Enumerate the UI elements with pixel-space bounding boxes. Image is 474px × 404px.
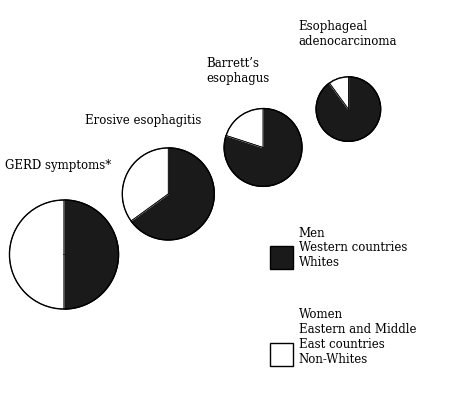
Polygon shape xyxy=(224,109,302,186)
Polygon shape xyxy=(131,148,214,240)
Text: Esophageal
adenocarcinoma: Esophageal adenocarcinoma xyxy=(299,21,397,48)
Text: Eastern and Middle
East countries
Non-Whites: Eastern and Middle East countries Non-Wh… xyxy=(299,323,416,366)
Text: Barrett’s
esophagus: Barrett’s esophagus xyxy=(206,57,269,85)
Bar xyxy=(270,343,293,366)
Bar xyxy=(270,246,293,269)
Polygon shape xyxy=(329,77,348,109)
Text: Men: Men xyxy=(299,227,325,240)
Polygon shape xyxy=(122,148,168,221)
Text: Erosive esophagitis: Erosive esophagitis xyxy=(85,114,202,127)
Text: GERD symptoms*: GERD symptoms* xyxy=(5,159,111,172)
Polygon shape xyxy=(9,200,64,309)
Text: Women: Women xyxy=(299,308,343,321)
Polygon shape xyxy=(316,77,381,141)
Text: Western countries
Whites: Western countries Whites xyxy=(299,241,407,269)
Polygon shape xyxy=(64,200,118,309)
Polygon shape xyxy=(226,109,263,147)
